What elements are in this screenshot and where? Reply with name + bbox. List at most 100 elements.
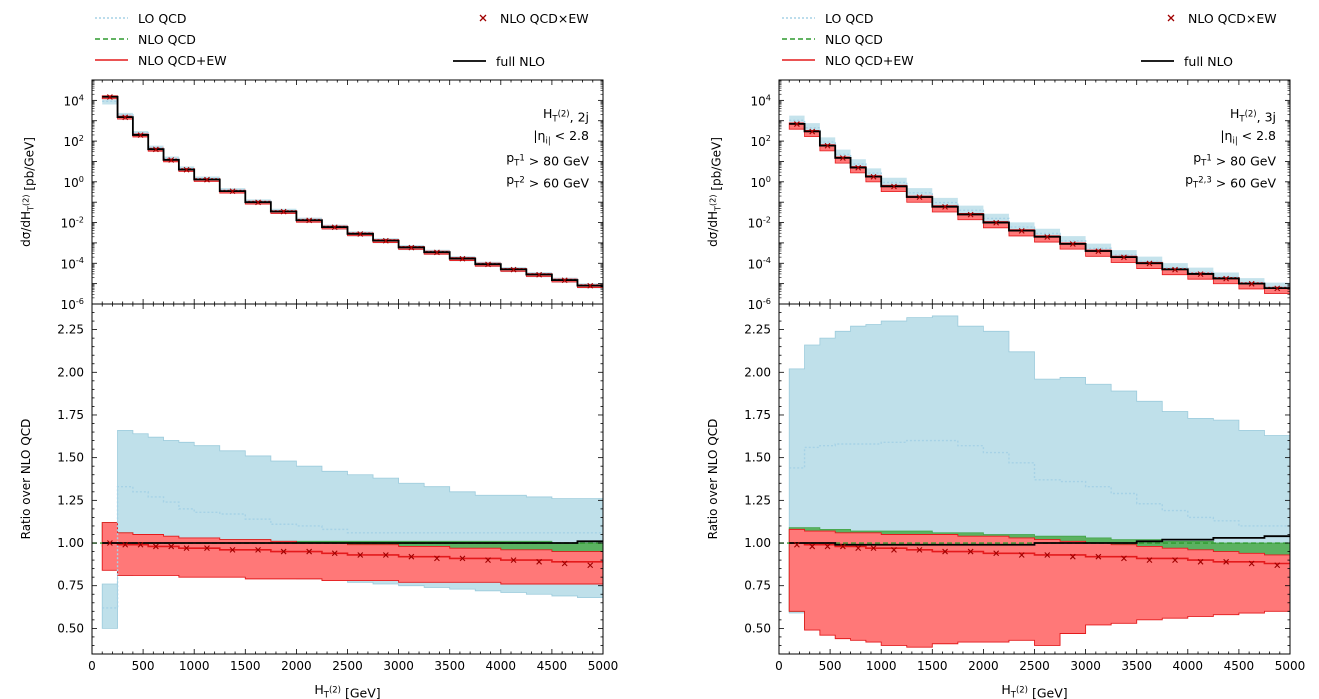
y-tick-label-top: 100​ [751, 174, 771, 190]
cross-marker-ratio [1044, 552, 1051, 558]
cross-marker-ratio [306, 548, 313, 555]
cross-marker-top [1274, 285, 1281, 292]
y-tick-label-bottom: 1.00 [744, 536, 771, 550]
cross-marker-top [408, 244, 415, 251]
x-tick-label: 2500 [1019, 659, 1050, 673]
cross-marker-ratio [1274, 562, 1281, 569]
y-tick-label-bottom: 0.75 [57, 579, 84, 593]
cross-marker-top [1197, 271, 1204, 277]
ew-line-top [789, 123, 1290, 290]
cross-marker-top [824, 142, 831, 149]
cross-marker-top [459, 255, 466, 262]
y-tick-label-top: 10-2​ [748, 215, 771, 231]
x-tick-label: 1000 [179, 659, 210, 673]
cross-marker-top [1248, 280, 1255, 287]
cross-marker-top [485, 261, 491, 268]
x-tick-label: 0 [88, 659, 96, 673]
full-line-top [789, 122, 1290, 290]
chart-left: 0 500 1000 1500 2000 2500 3000 3500 4000 4500 5000… [19, 11, 618, 699]
x-tick-label: 2500 [332, 659, 363, 673]
y-tick-label-top: 10-2​ [61, 215, 84, 231]
lo-line-ratio [789, 439, 1290, 527]
lo-line-top [102, 100, 603, 286]
cross-marker-ratio [137, 541, 144, 548]
cross-marker-ratio [993, 550, 1000, 557]
y-axis-label-top: dσ/dHT(2) [pb/GeV] [19, 137, 36, 247]
y-tick-label-top: 10-4​ [748, 255, 771, 271]
cross-marker-top [1095, 248, 1102, 255]
x-tick-label: 1000 [866, 659, 897, 673]
cross-marker-ratio [280, 548, 287, 555]
legend-label: full NLO [496, 54, 545, 69]
y-tick-label-bottom: 0.75 [744, 579, 771, 593]
cross-marker-top [1121, 254, 1127, 261]
ew-band-ratio [101, 522, 603, 585]
cross-marker-top [942, 203, 948, 210]
cross-marker-ratio [106, 540, 113, 546]
cross-marker-top [1223, 275, 1230, 282]
annotation-line: pT2,3 > 60 GeV [1185, 172, 1276, 191]
cross-marker-top [510, 266, 517, 273]
plot-area [92, 94, 603, 629]
cross-marker-top [967, 211, 974, 218]
legend-label: LO QCD [138, 11, 187, 26]
cross-marker-ratio [229, 546, 236, 553]
cross-marker-ratio [809, 543, 816, 550]
ew-band-top [788, 122, 1290, 294]
lo-band-ratio [101, 429, 603, 629]
y-tick-label-top: 100​ [64, 174, 84, 190]
x-tick-label: 4000 [486, 659, 517, 673]
cross-marker-top [587, 282, 594, 289]
cross-marker-top [357, 231, 364, 237]
cross-marker-top [891, 183, 897, 190]
legend-label: NLO QCD×EW [500, 11, 589, 26]
cross-marker-top [122, 114, 129, 121]
cross-marker-ratio [255, 546, 261, 553]
annotation-line: HT(2), 2j [543, 106, 589, 125]
cross-marker-ratio [408, 553, 415, 560]
y-tick-label-bottom: 0.50 [57, 621, 84, 635]
legend-label: NLO QCD+EW [825, 53, 914, 68]
cross-marker-top [434, 249, 440, 256]
full-line-ratio [789, 535, 1290, 546]
legend-label: NLO QCD+EW [138, 53, 227, 68]
annotation-line: pT2 > 60 GeV [506, 172, 589, 191]
x-axis-label: HT(2) [GeV] [314, 682, 380, 699]
lo-band-top [102, 99, 603, 289]
cross-marker-top [993, 219, 1000, 226]
x-tick-label: 3500 [1121, 659, 1152, 673]
cross-marker-ratio [459, 555, 466, 562]
cross-marker-ratio [824, 543, 831, 550]
y-tick-label-top: 104​ [64, 92, 84, 108]
cross-marker-top [106, 94, 113, 100]
x-tick-label: 2000 [281, 659, 312, 673]
y-axis-label-bottom: Ratio over NLO QCD [706, 419, 720, 540]
cross-marker-ratio [916, 546, 923, 553]
cross-marker-ratio [1223, 558, 1230, 565]
legend: LO QCD NLO QCD NLO QCD+EW NLO QCD×EW full NL… [782, 11, 1277, 69]
cross-marker-top [152, 146, 159, 153]
cross-marker-ratio [485, 557, 491, 563]
y-tick-label-bottom: 1.00 [57, 536, 84, 550]
x-tick-label: 3000 [1070, 659, 1101, 673]
x-tick-label: 5000 [588, 659, 619, 673]
cross-marker-ratio [1095, 553, 1102, 560]
cross-marker-top [1146, 260, 1153, 267]
y-axis-label-bottom: Ratio over NLO QCD [19, 419, 33, 540]
x-tick-label: 1500 [230, 659, 261, 673]
cross-marker-ratio [168, 543, 175, 550]
x-tick-label: 1500 [917, 659, 948, 673]
y-tick-label-bottom: 1.50 [744, 451, 771, 465]
cross-marker-top [916, 194, 923, 201]
y-tick-label-top: 10-6​ [61, 296, 84, 312]
lo-line-top [789, 119, 1290, 289]
x-tick-label: 5000 [1275, 659, 1306, 673]
legend-label: NLO QCD [825, 32, 883, 47]
ew-band-top [101, 95, 603, 288]
cross-marker-ratio [1146, 557, 1153, 563]
cross-marker-ratio [536, 558, 543, 565]
y-tick-label-bottom: 2.25 [57, 323, 84, 337]
annotation-line: |ηi| < 2.8 [1220, 128, 1276, 147]
cross-marker-ratio [434, 555, 440, 562]
